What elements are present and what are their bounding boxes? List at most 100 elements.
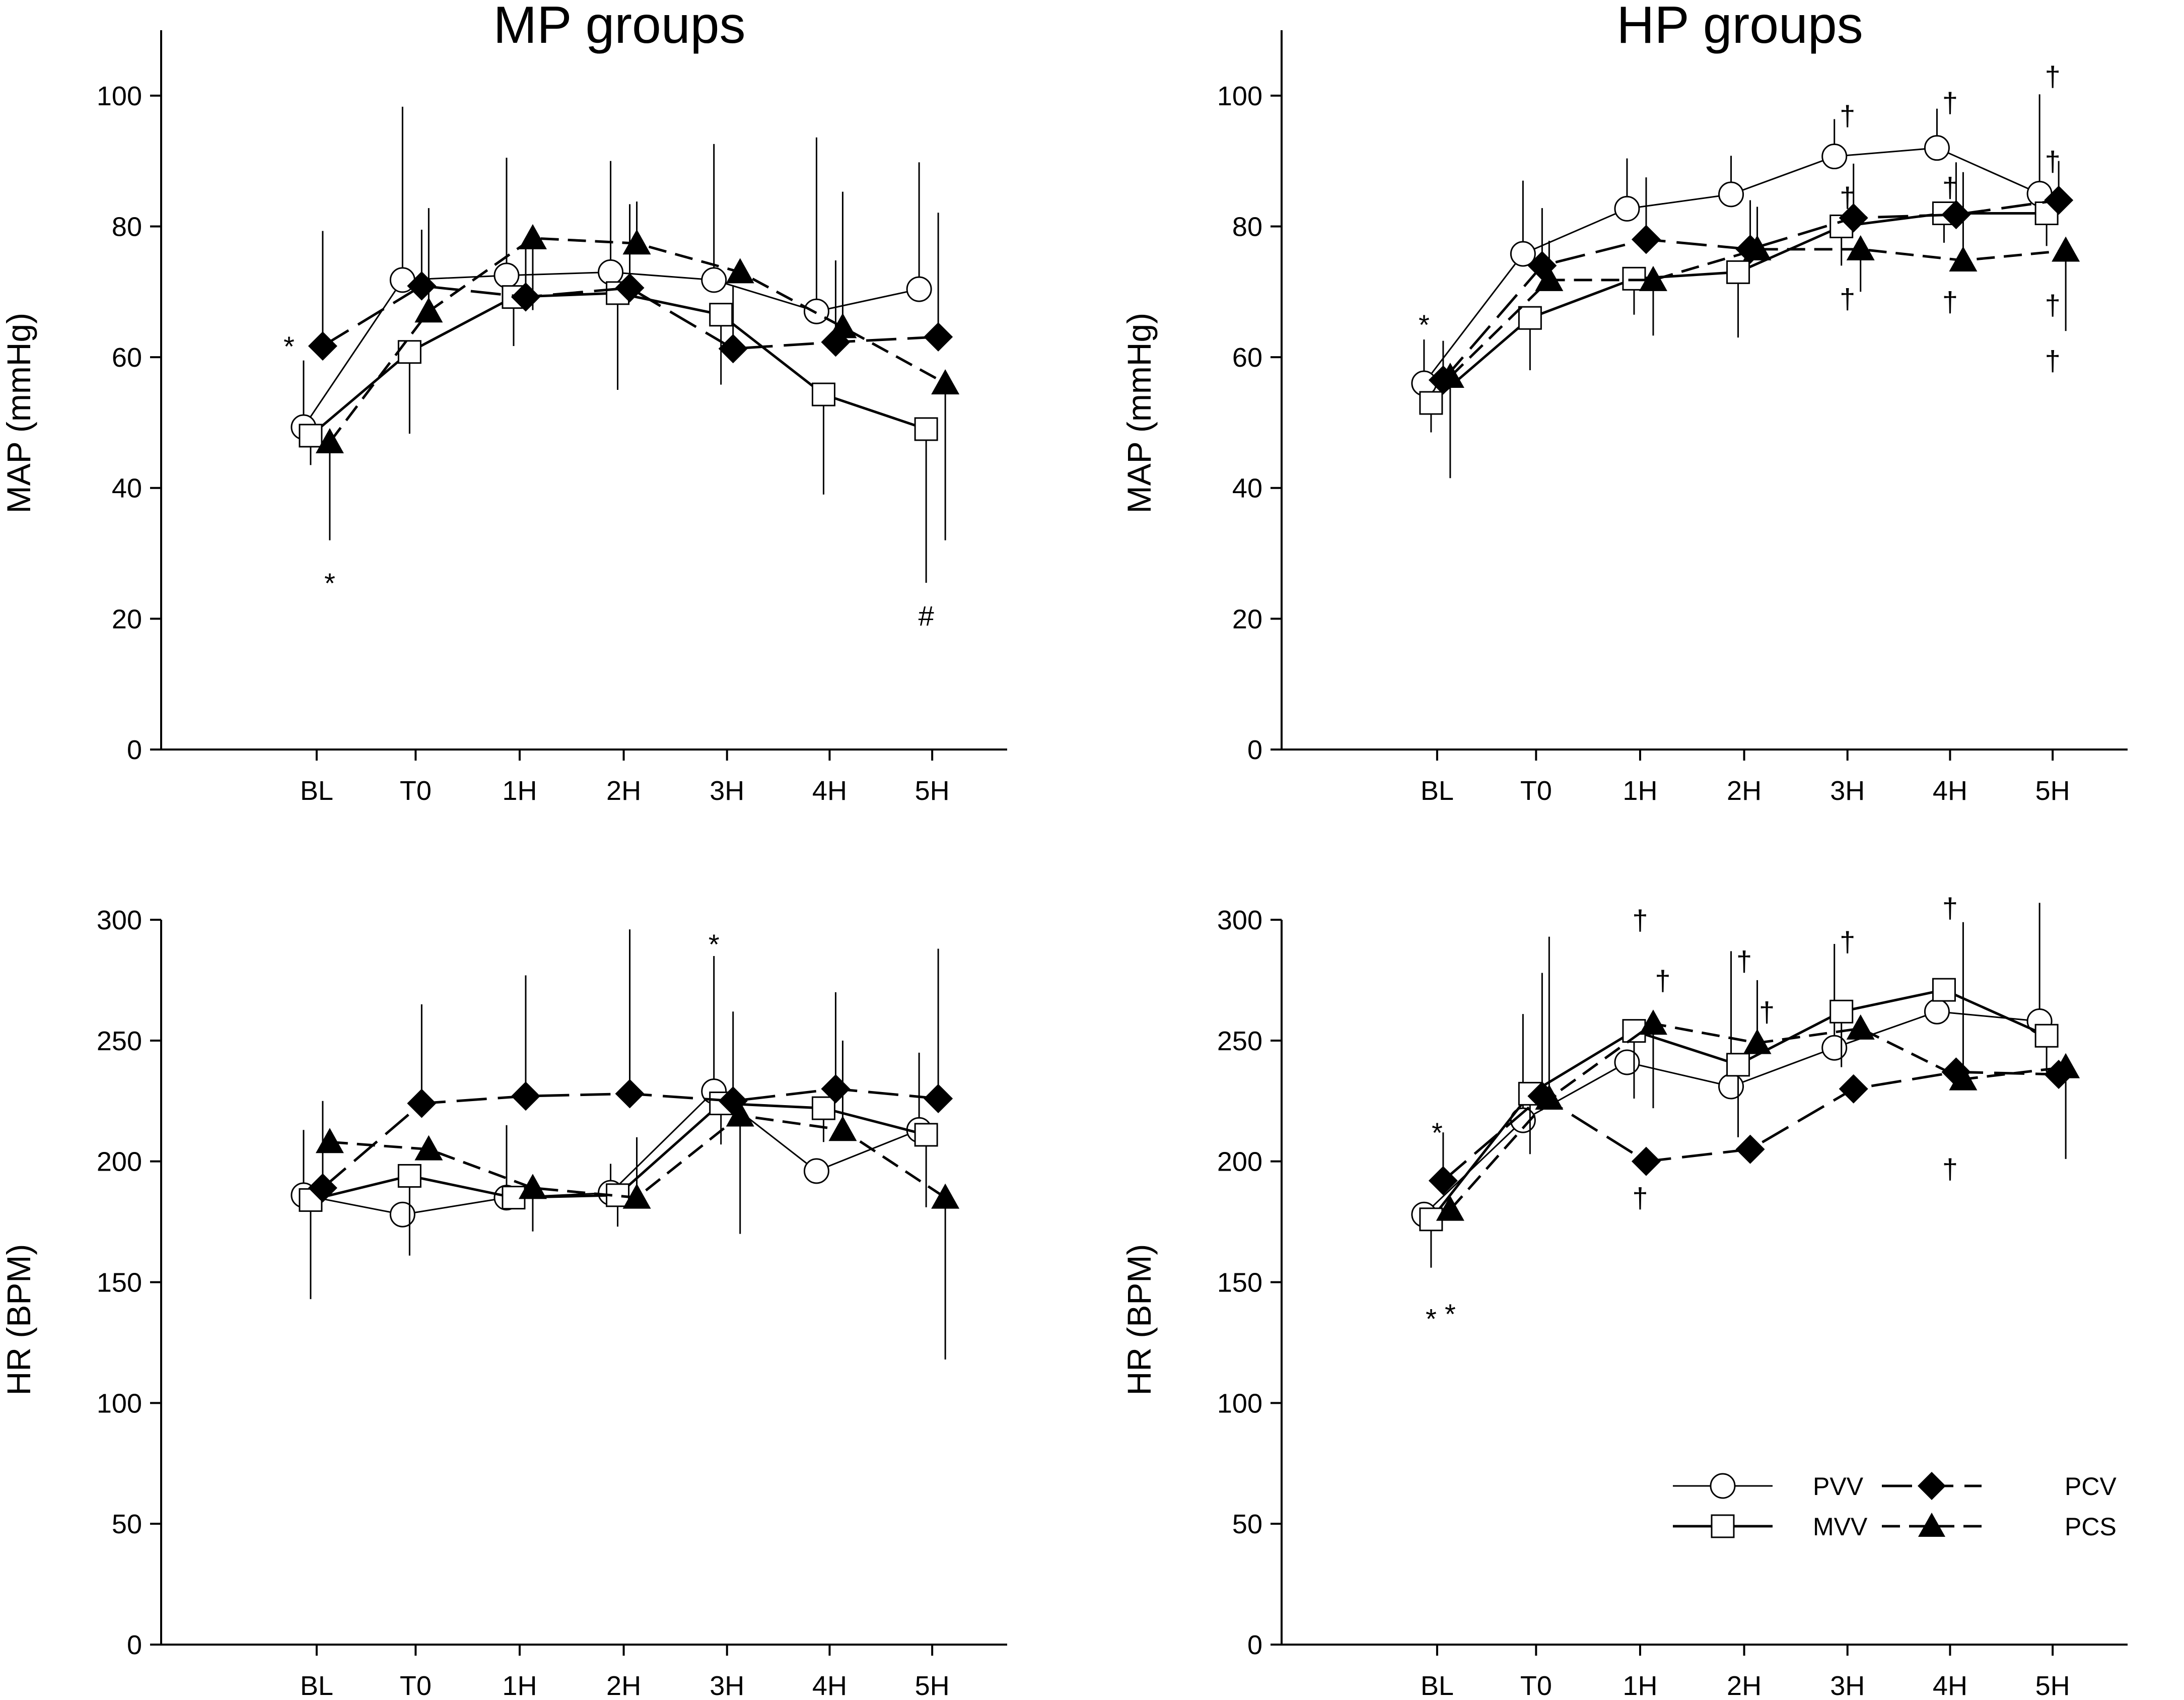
annotation: †	[1632, 904, 1648, 936]
panel-mp-map: MP groups MAP (mmHg) 0 20 40 60 80 100 BL T0 1H 2…	[0, 0, 1007, 806]
data-point	[924, 322, 953, 352]
data-point	[1419, 391, 1443, 415]
data-point	[598, 259, 624, 285]
data-point	[2052, 1053, 2080, 1078]
y-tick-label: 200	[97, 1147, 142, 1177]
series-pcs	[315, 191, 960, 540]
data-point	[1436, 1195, 1464, 1221]
data-point	[914, 417, 938, 441]
legend-marker-square	[1711, 1514, 1735, 1538]
data-point	[2052, 236, 2080, 262]
x-tick-label: 1H	[502, 776, 537, 806]
data-point	[906, 276, 932, 302]
x-tick-label: 2H	[1727, 1671, 1762, 1700]
plot-area: 0 20 40 60 80 100 BL T0 1H 2H 3H 4H 5H * * #	[97, 30, 1007, 806]
y-tick-label: 40	[112, 473, 142, 504]
x-tick-label: 4H	[1933, 776, 1967, 806]
legend-marker-triangle	[1918, 1513, 1945, 1537]
series-pvv	[1411, 903, 2053, 1228]
annotation: †	[2045, 60, 2061, 92]
data-point	[1839, 1074, 1868, 1104]
data-point	[803, 1158, 829, 1184]
data-point	[407, 1089, 437, 1118]
data-point	[1846, 1014, 1875, 1040]
annotation: †	[2045, 289, 2061, 321]
annotation: *	[709, 928, 720, 960]
data-point	[1639, 265, 1667, 291]
y-axis-label: HR (BPM)	[1120, 1244, 1158, 1396]
y-tick-label: 250	[97, 1026, 142, 1056]
x-tick-label: 4H	[1933, 1671, 1967, 1700]
x-tick-label: BL	[300, 776, 333, 806]
data-point	[1510, 241, 1536, 267]
panel-hp-hr: HR (BPM) 0 50 100 150 200 250 300 BL T0 1H 2H 3H 4H 5…	[1120, 892, 2128, 1700]
annotation: *	[324, 567, 335, 599]
legend-item-pcs: PCS	[1882, 1513, 2117, 1541]
data-point	[701, 267, 727, 293]
data-point	[308, 331, 337, 361]
y-tick-label: 300	[1217, 905, 1262, 935]
x-tick-label: BL	[1421, 1671, 1454, 1700]
annotation: #	[919, 600, 934, 632]
data-point	[1726, 1053, 1750, 1077]
data-point	[1924, 998, 1950, 1025]
annotation: †	[1840, 100, 1855, 131]
data-point	[622, 229, 651, 255]
x-tick-label: 4H	[812, 776, 847, 806]
y-tick-label: 40	[1232, 473, 1262, 504]
data-point	[828, 313, 857, 338]
data-point	[397, 340, 421, 364]
data-point	[299, 424, 323, 448]
annotation: †	[1942, 286, 1958, 318]
y-axis-label: MAP (mmHg)	[0, 313, 37, 513]
x-tick-label: 5H	[915, 1671, 950, 1700]
x-tick-label: 2H	[606, 776, 641, 806]
data-point	[1614, 195, 1640, 222]
y-axis-label: MAP (mmHg)	[1120, 313, 1158, 513]
data-point	[1839, 203, 1868, 233]
data-point	[1535, 265, 1564, 291]
panel-mp-hr: HR (BPM) 0 50 100 150 200 250 300 BL T0 1H 2H 3H 4H 5…	[0, 905, 1007, 1700]
data-point	[414, 1135, 443, 1161]
data-point	[1518, 306, 1542, 330]
y-tick-label: 100	[1217, 81, 1262, 111]
annotation: †	[1840, 926, 1855, 958]
data-point	[1436, 363, 1464, 388]
legend-item-pvv: PVV	[1673, 1472, 1864, 1501]
series-pvv	[1411, 94, 2053, 396]
y-tick-label: 200	[1217, 1147, 1262, 1177]
y-tick-label: 250	[1217, 1026, 1262, 1056]
data-point	[1743, 1029, 1772, 1054]
data-point	[315, 428, 344, 453]
data-point	[1510, 1107, 1536, 1133]
plot-area: 0 20 40 60 80 100 BL T0 1H 2H 3H 4H 5H * † † † † † † † † † †	[1217, 30, 2128, 806]
y-tick-label: 300	[97, 905, 142, 935]
data-point	[308, 1173, 337, 1203]
annotation: †	[1942, 1153, 1958, 1185]
data-point	[389, 1201, 415, 1228]
series-mvv	[1419, 978, 2059, 1268]
x-tick-label: 2H	[606, 1671, 641, 1700]
legend-label: MVV	[1813, 1513, 1868, 1541]
annotation: *	[1419, 309, 1430, 341]
y-tick-label: 20	[112, 604, 142, 634]
data-point	[811, 382, 835, 406]
annotation: †	[1655, 965, 1670, 996]
data-point	[1821, 144, 1848, 170]
data-point	[1735, 1134, 1765, 1164]
series-pcv	[308, 204, 953, 364]
data-point	[1428, 1166, 1458, 1196]
x-tick-label: 4H	[812, 1671, 847, 1700]
y-tick-label: 50	[1232, 1509, 1262, 1539]
y-axis-label: HR (BPM)	[0, 1244, 37, 1396]
x-tick-label: 1H	[1623, 776, 1657, 806]
x-tick-label: BL	[1421, 776, 1454, 806]
x-tick-label: 5H	[2035, 1671, 2070, 1700]
annotation: †	[1840, 283, 1855, 314]
y-tick-label: 0	[1247, 1630, 1262, 1660]
annotation: *	[1426, 1303, 1437, 1334]
x-tick-label: 3H	[710, 1671, 744, 1700]
data-point	[1622, 1019, 1646, 1043]
data-point	[1631, 225, 1661, 254]
data-point	[1846, 235, 1875, 260]
